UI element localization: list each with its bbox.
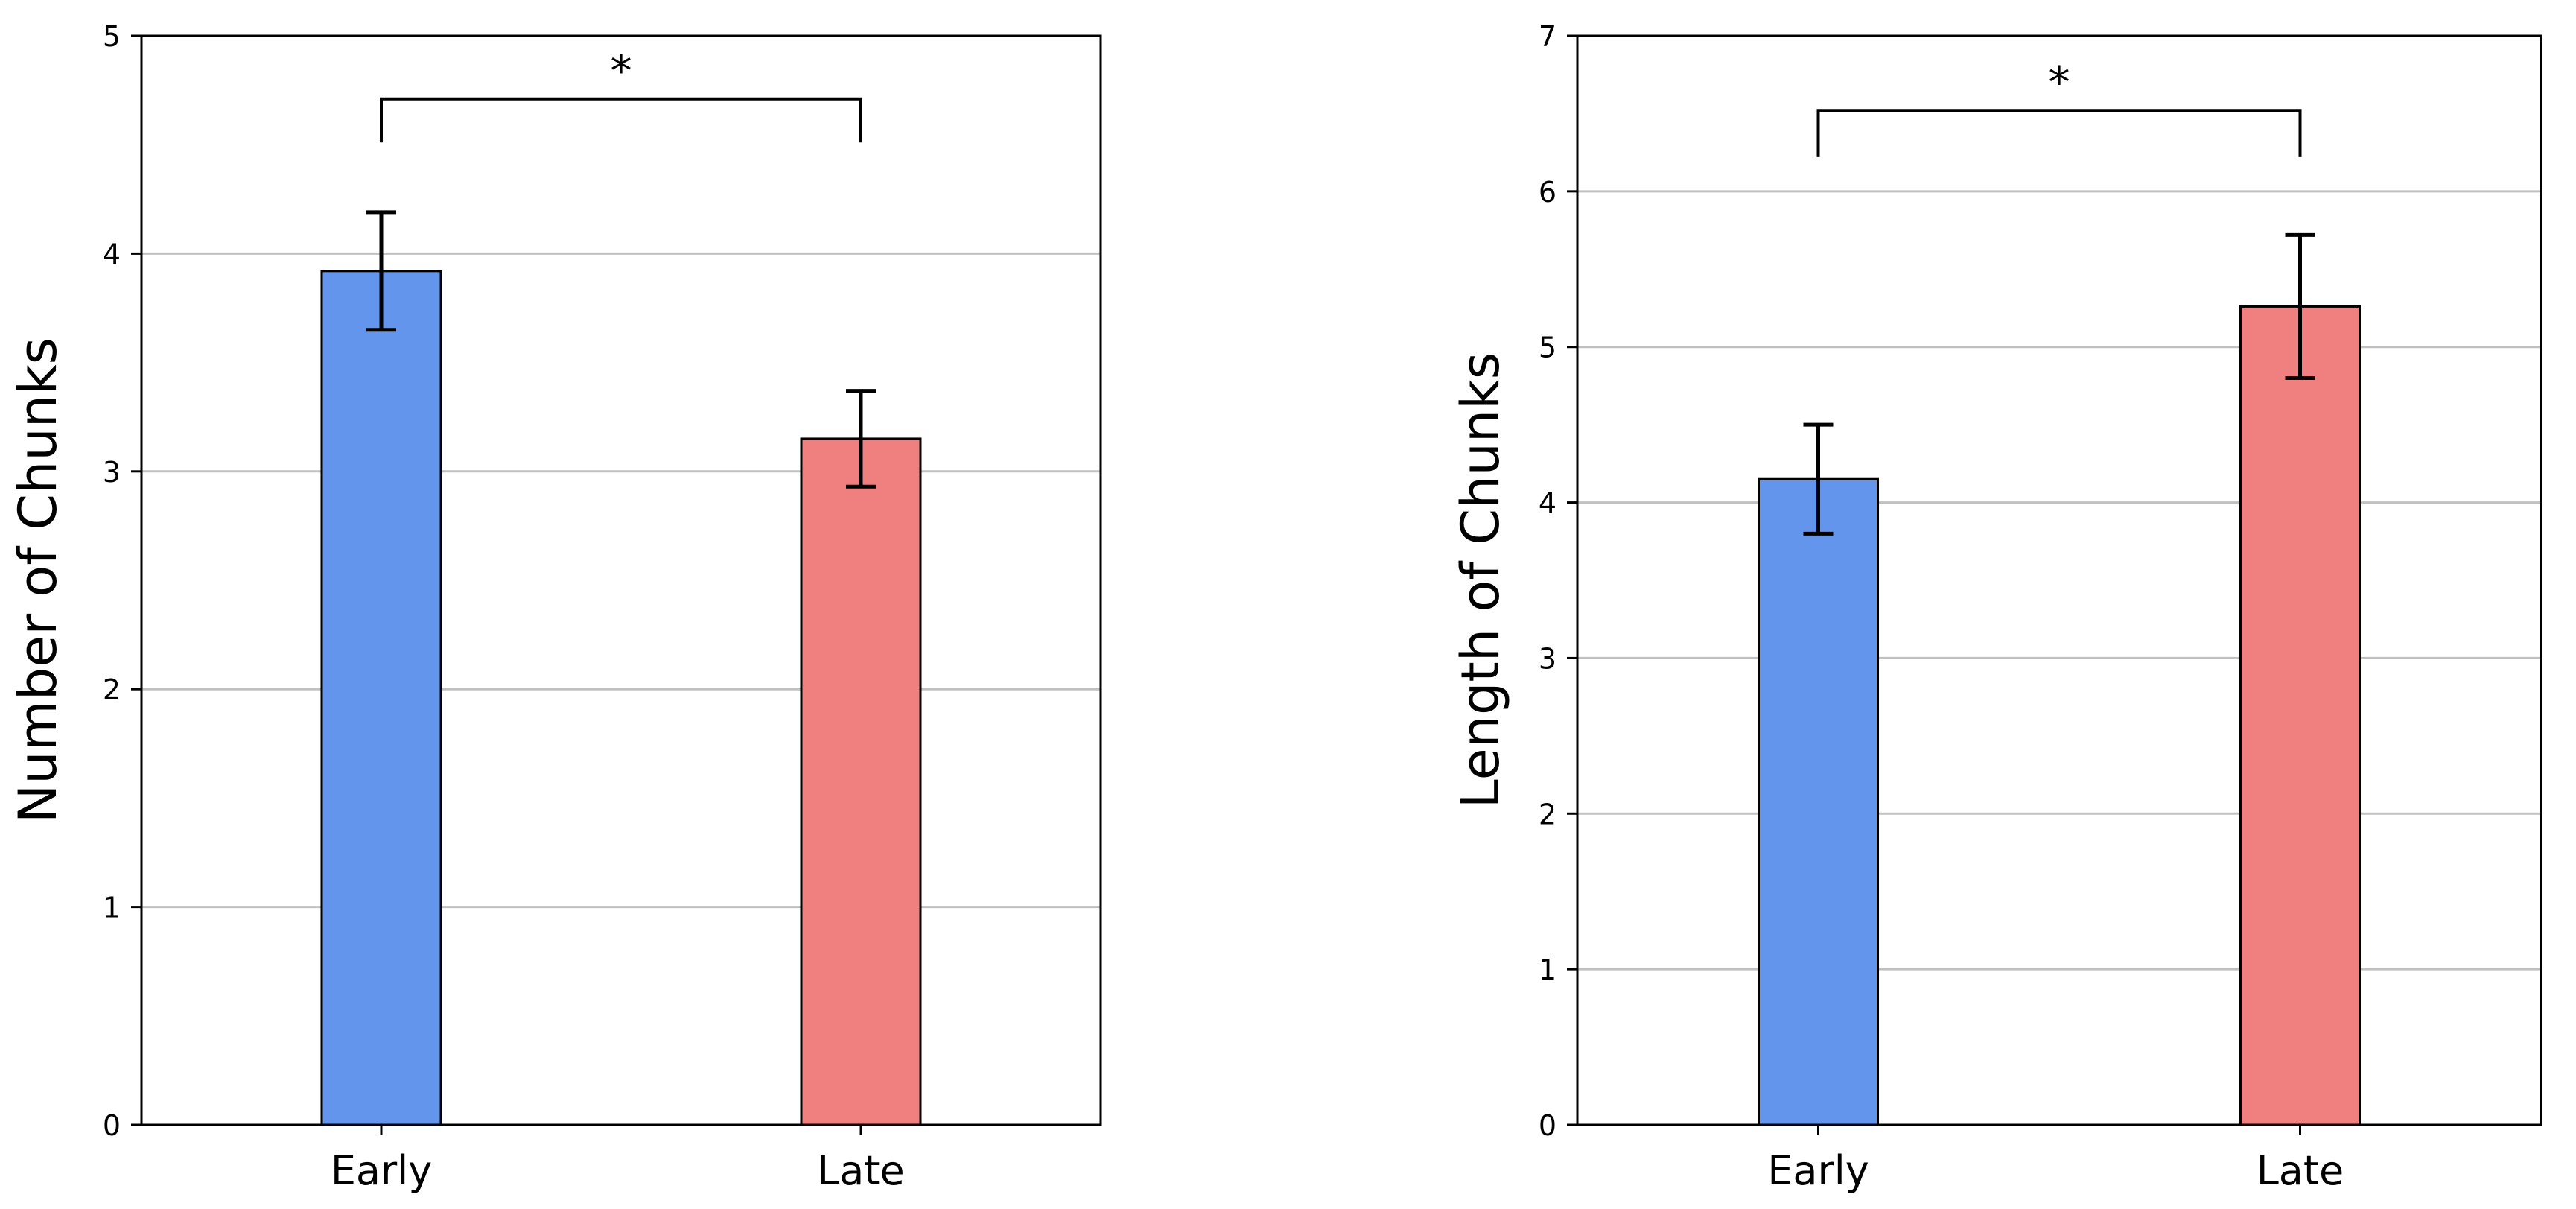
significance-bracket bbox=[1816, 109, 2302, 157]
y-tick-label: 2 bbox=[103, 673, 121, 706]
y-tick-label: 5 bbox=[1539, 331, 1556, 364]
plot-frame bbox=[140, 34, 1102, 1126]
y-tick-label: 3 bbox=[103, 456, 121, 489]
chart-panel-chunk-length: 0 1 2 3 4 5 6 7 Early Late Length of Chunks * bbox=[1450, 20, 2542, 1194]
error-bar-late bbox=[846, 389, 876, 489]
y-tick-label: 4 bbox=[1539, 487, 1556, 520]
y-tick-label: 5 bbox=[103, 20, 121, 53]
bar-late bbox=[800, 437, 922, 1126]
y-tick-label: 3 bbox=[1539, 642, 1556, 675]
x-tick-label-early: Early bbox=[1767, 1147, 1869, 1194]
x-tick-label-late: Late bbox=[817, 1147, 905, 1194]
bar-early bbox=[320, 270, 442, 1126]
y-tick-label: 6 bbox=[1539, 176, 1556, 209]
y-tick-label: 1 bbox=[1539, 953, 1556, 986]
y-tick-label: 0 bbox=[103, 1109, 121, 1142]
error-bar-late bbox=[2285, 232, 2315, 380]
x-tick-label-late: Late bbox=[2257, 1147, 2344, 1194]
error-bar-early bbox=[366, 210, 396, 332]
significance-bracket bbox=[380, 97, 862, 143]
y-tick-label: 2 bbox=[1539, 798, 1556, 831]
error-bar-early bbox=[1803, 422, 1834, 536]
y-axis-title: Length of Chunks bbox=[1450, 352, 1511, 808]
y-axis-title: Number of Chunks bbox=[7, 337, 69, 823]
plot-frame bbox=[1576, 34, 2542, 1126]
y-tick-label: 4 bbox=[103, 238, 121, 270]
bar-late bbox=[2239, 305, 2361, 1126]
significance-star: * bbox=[611, 45, 632, 96]
y-tick-label: 0 bbox=[1539, 1109, 1556, 1142]
bar-early bbox=[1758, 477, 1879, 1126]
significance-star: * bbox=[2049, 57, 2070, 107]
chart-panel-chunk-count: 0 1 2 3 4 5 Early Late Number of Chunks * bbox=[7, 20, 1102, 1194]
x-tick-label-early: Early bbox=[331, 1147, 432, 1194]
y-tick-label: 7 bbox=[1539, 20, 1556, 53]
y-tick-label: 1 bbox=[103, 892, 121, 924]
